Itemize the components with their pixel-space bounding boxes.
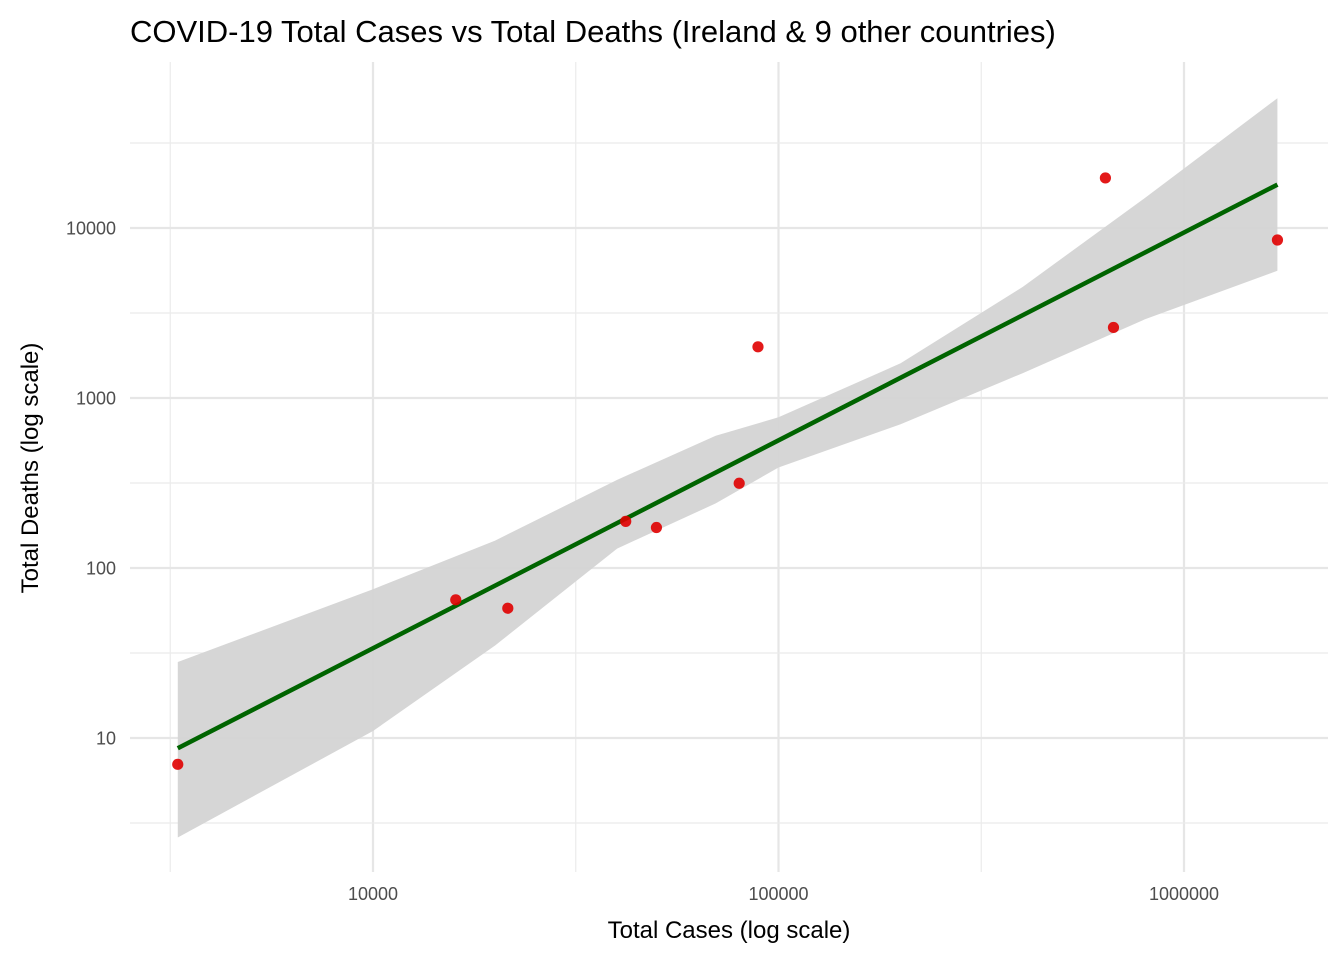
data-point xyxy=(172,758,184,770)
chart-title: COVID-19 Total Cases vs Total Deaths (Ir… xyxy=(130,14,1056,49)
y-tick-label: 100 xyxy=(86,559,116,579)
y-axis-title: Total Deaths (log scale) xyxy=(17,343,44,594)
x-tick-label: 100000 xyxy=(748,884,808,904)
data-point xyxy=(650,521,663,534)
y-tick-label: 10 xyxy=(96,729,116,749)
data-point xyxy=(502,602,514,614)
x-tick-label: 10000 xyxy=(348,884,398,904)
y-ticks: 10 100 1000 10000 xyxy=(66,219,116,749)
x-ticks: 10000 100000 1000000 xyxy=(348,884,1219,904)
fit-line xyxy=(176,182,1279,751)
data-point xyxy=(1099,172,1112,184)
y-tick-label: 10000 xyxy=(66,219,116,239)
x-axis-title: Total Cases (log scale) xyxy=(608,917,851,944)
points-layer xyxy=(172,172,1284,770)
x-tick-label: 1000000 xyxy=(1149,884,1219,904)
data-point xyxy=(1271,234,1284,246)
fit-line-layer xyxy=(176,182,1279,751)
data-point xyxy=(450,594,462,606)
y-tick-label: 1000 xyxy=(76,389,116,409)
data-point xyxy=(1107,321,1120,334)
data-point xyxy=(620,515,632,527)
data-point xyxy=(752,341,764,353)
data-point xyxy=(733,477,745,489)
